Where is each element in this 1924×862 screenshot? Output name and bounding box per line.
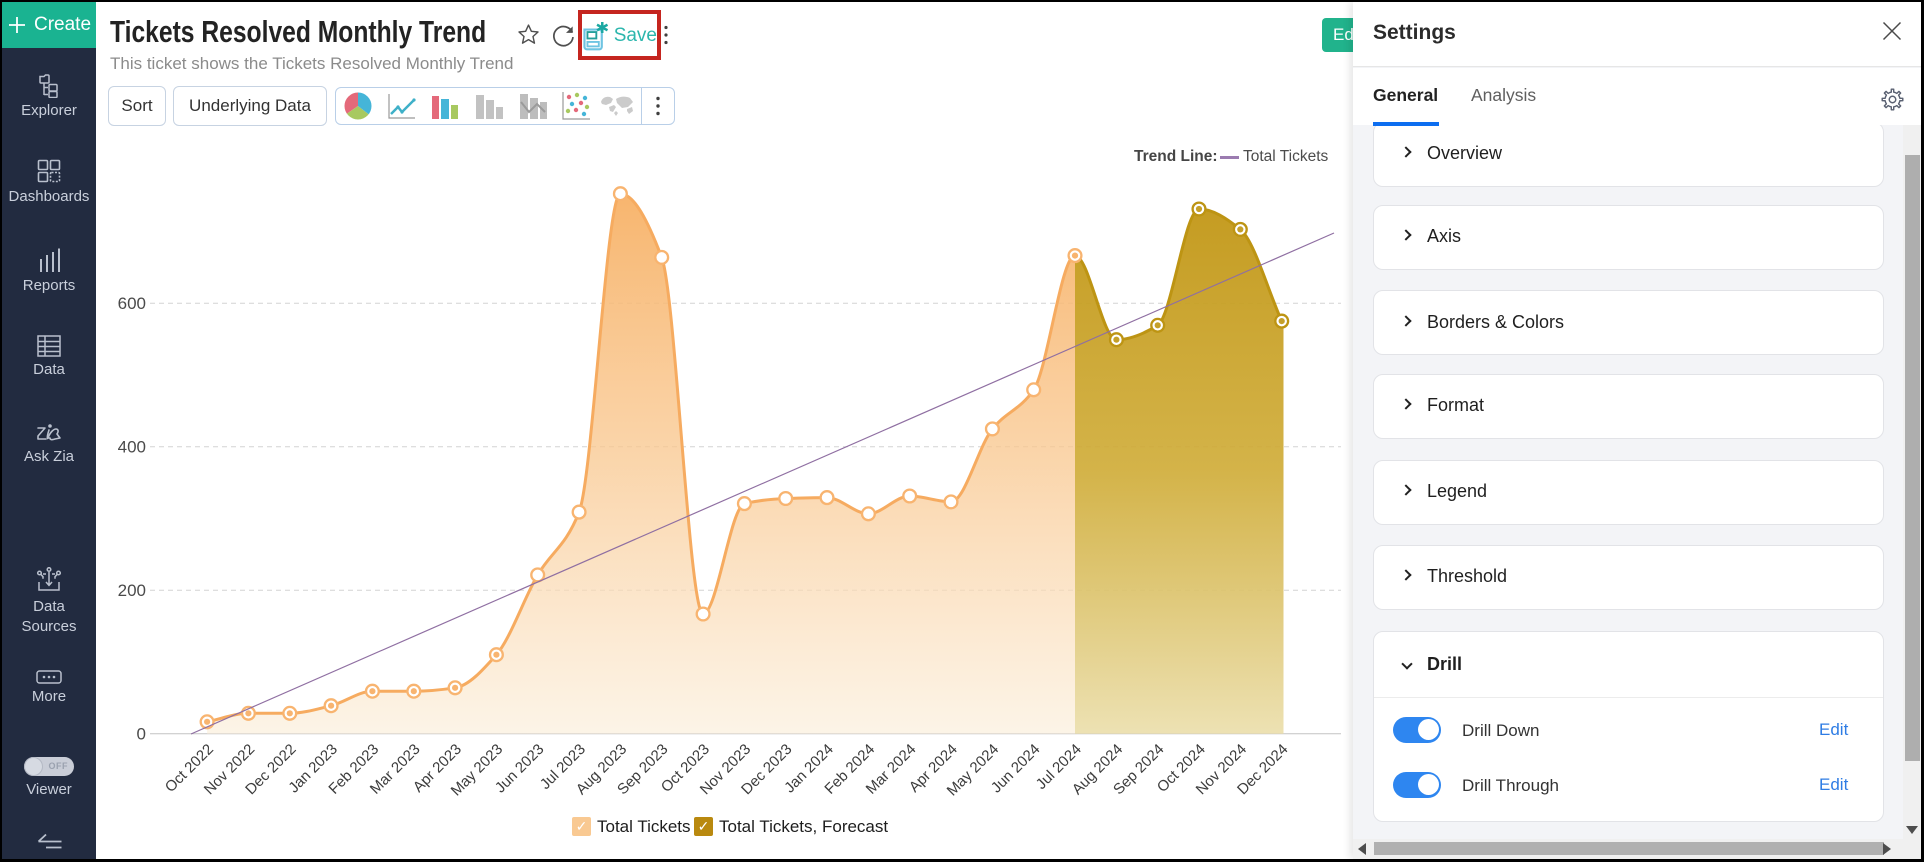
svg-text:600: 600 <box>118 294 146 313</box>
svg-text:0: 0 <box>137 725 146 744</box>
svg-text:400: 400 <box>118 438 146 457</box>
svg-text:200: 200 <box>118 581 146 600</box>
